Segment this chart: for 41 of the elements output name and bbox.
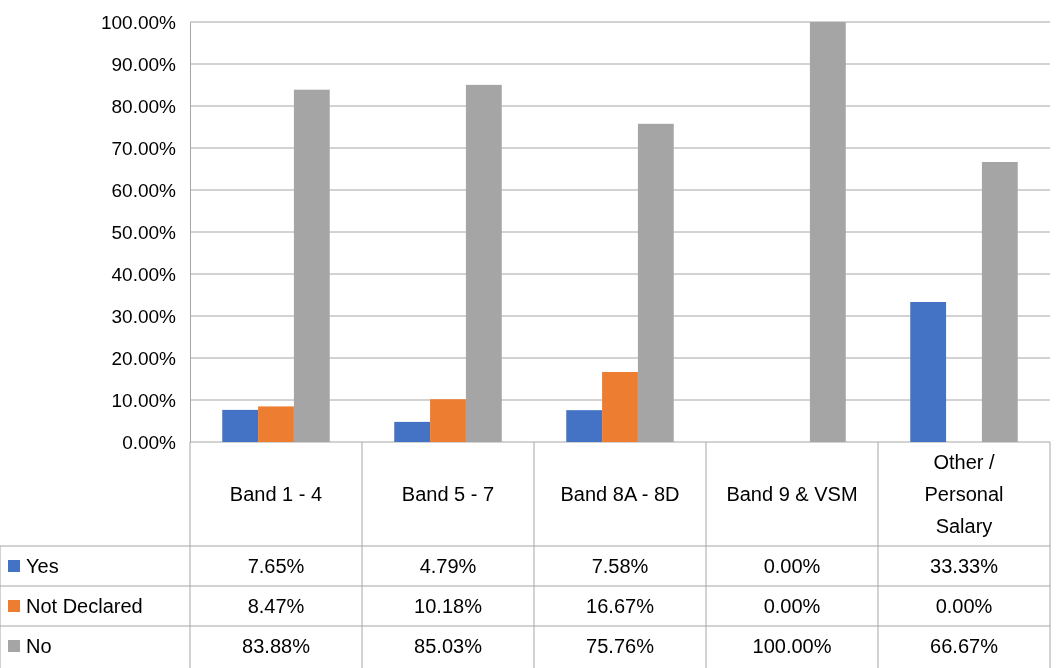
data-label: 0.00% bbox=[763, 555, 821, 577]
y-tick-label: 40.00% bbox=[111, 263, 177, 285]
y-tick-label: 10.00% bbox=[111, 389, 177, 411]
x-tick-label: Band 5 - 7 bbox=[401, 483, 495, 505]
y-tick-label: 60.00% bbox=[111, 179, 177, 201]
x-tick-label: Band 9 & VSM bbox=[726, 483, 858, 505]
y-tick-label: 20.00% bbox=[111, 347, 177, 369]
data-label: 33.33% bbox=[930, 555, 999, 577]
bar bbox=[258, 406, 294, 442]
y-tick-label: 70.00% bbox=[111, 137, 177, 159]
legend-label: Not Declared bbox=[26, 595, 143, 617]
data-label: 16.67% bbox=[586, 595, 655, 617]
data-label: 75.76% bbox=[586, 635, 655, 657]
legend-label: Yes bbox=[26, 555, 59, 577]
data-label: 7.58% bbox=[591, 555, 649, 577]
data-label: 0.00% bbox=[935, 595, 993, 617]
data-label: 4.79% bbox=[419, 555, 477, 577]
y-tick-label: 90.00% bbox=[111, 53, 177, 75]
data-label: 10.18% bbox=[414, 595, 483, 617]
x-tick-label: Band 1 - 4 bbox=[229, 483, 323, 505]
data-label: 83.88% bbox=[242, 635, 311, 657]
y-tick-label: 100.00% bbox=[100, 11, 177, 33]
data-label: 66.67% bbox=[930, 635, 999, 657]
data-label: 100.00% bbox=[752, 635, 832, 657]
x-tick-label: Band 8A - 8D bbox=[560, 483, 680, 505]
bar bbox=[394, 421, 431, 442]
data-label: 0.00% bbox=[763, 595, 821, 617]
legend-label: No bbox=[26, 635, 52, 657]
data-label: 7.65% bbox=[247, 555, 305, 577]
x-tick-label: Other / Personal Salary bbox=[924, 451, 1004, 537]
bar bbox=[910, 302, 947, 442]
y-tick-label: 80.00% bbox=[111, 95, 177, 117]
bar bbox=[566, 410, 603, 442]
y-tick-label: 50.00% bbox=[111, 221, 177, 243]
y-tick-label: 0.00% bbox=[122, 431, 177, 453]
bar bbox=[222, 409, 259, 442]
data-label: 85.03% bbox=[414, 635, 483, 657]
bar bbox=[430, 399, 466, 442]
data-label: 8.47% bbox=[247, 595, 305, 617]
bar bbox=[602, 371, 638, 442]
y-tick-label: 30.00% bbox=[111, 305, 177, 327]
